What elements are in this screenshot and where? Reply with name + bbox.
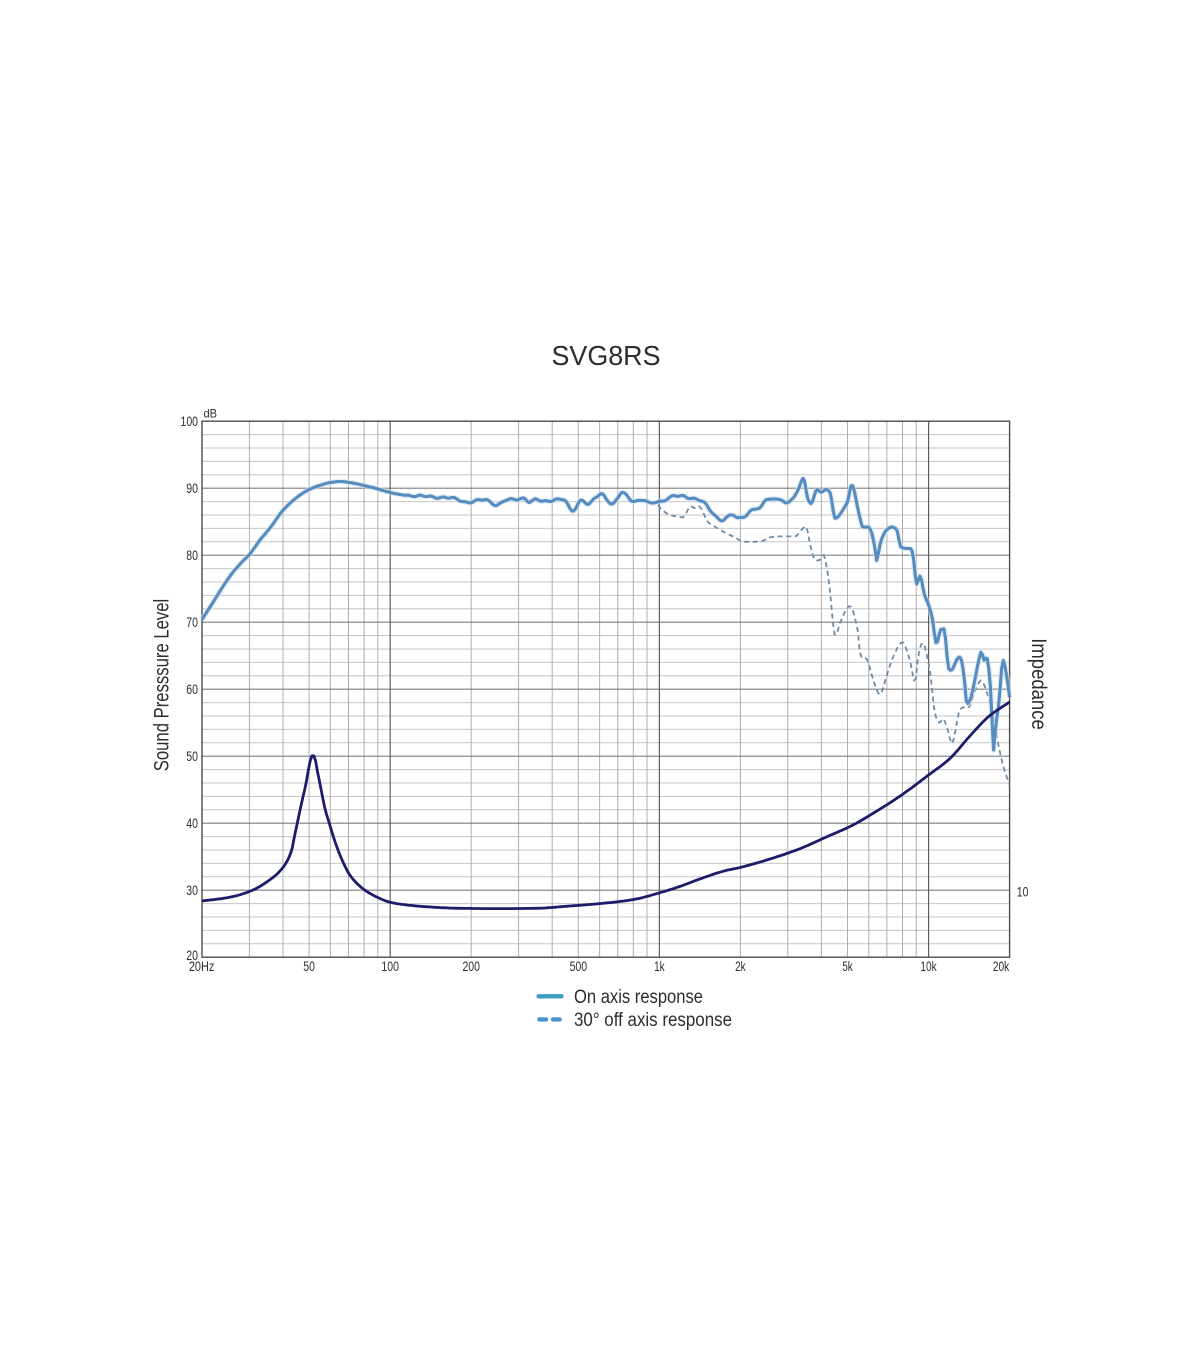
svg-text:50: 50: [186, 749, 198, 764]
svg-text:100: 100: [381, 959, 399, 974]
svg-text:dB: dB: [204, 407, 218, 421]
svg-text:200: 200: [462, 959, 480, 974]
svg-text:50: 50: [303, 959, 315, 974]
svg-text:10: 10: [1017, 885, 1029, 900]
svg-text:20Hz: 20Hz: [189, 959, 215, 974]
svg-text:90: 90: [186, 481, 198, 496]
svg-text:2k: 2k: [735, 959, 746, 974]
svg-text:100: 100: [181, 414, 199, 429]
svg-text:1k: 1k: [654, 959, 665, 974]
svg-text:20k: 20k: [993, 959, 1009, 974]
svg-text:60: 60: [186, 682, 198, 697]
svg-text:30: 30: [186, 883, 198, 898]
svg-text:Sound Presssure Level: Sound Presssure Level: [151, 599, 174, 772]
svg-text:10k: 10k: [920, 959, 936, 974]
svg-text:40: 40: [186, 816, 198, 831]
svg-text:80: 80: [186, 548, 198, 563]
svg-text:500: 500: [570, 959, 588, 974]
svg-text:30° off axis response: 30° off axis response: [574, 1010, 732, 1031]
svg-text:5k: 5k: [842, 959, 853, 974]
svg-text:SVG8RS: SVG8RS: [552, 340, 661, 371]
svg-text:Impedance: Impedance: [1027, 638, 1050, 730]
svg-text:70: 70: [186, 615, 198, 630]
svg-text:20: 20: [186, 948, 198, 963]
svg-text:On axis response: On axis response: [574, 987, 703, 1008]
